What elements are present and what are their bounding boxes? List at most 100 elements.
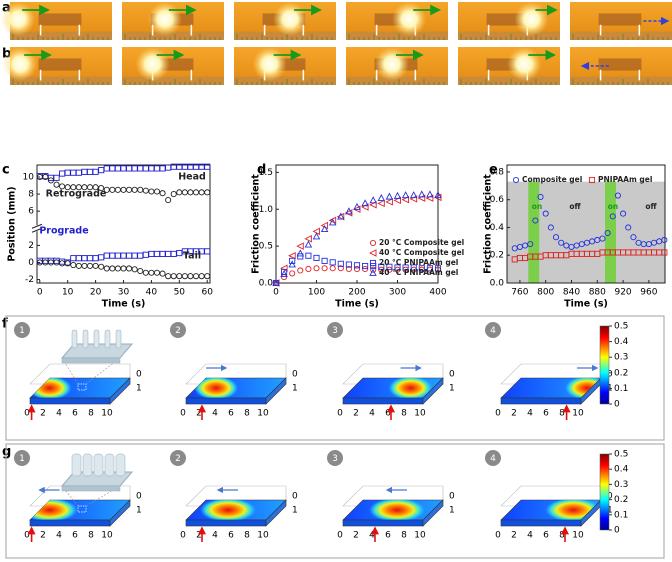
width-tick-label: 0 bbox=[292, 492, 298, 502]
data-point bbox=[42, 173, 49, 181]
x-tick-label: 40 bbox=[146, 288, 158, 298]
inset-pillar bbox=[115, 453, 126, 477]
length-tick-label: 4 bbox=[369, 531, 375, 541]
data-point bbox=[305, 252, 312, 259]
heat-spot bbox=[369, 500, 425, 520]
y-tick-label: -2 bbox=[25, 275, 34, 285]
gel bbox=[38, 13, 82, 26]
data-point bbox=[148, 188, 155, 195]
length-tick-label: 4 bbox=[527, 409, 533, 419]
panel-frame bbox=[5, 443, 665, 559]
data-point bbox=[187, 189, 194, 196]
data-point bbox=[304, 240, 313, 248]
data-point bbox=[98, 167, 105, 174]
data-point bbox=[120, 252, 127, 259]
data-point bbox=[661, 236, 668, 244]
data-point bbox=[92, 255, 99, 262]
legend-label: 20 °C Composite gel bbox=[379, 238, 464, 247]
data-point bbox=[126, 165, 133, 172]
step-number: 3 bbox=[332, 454, 338, 464]
length-tick-label: 6 bbox=[543, 409, 549, 419]
inset-pillar bbox=[104, 453, 115, 477]
data-point bbox=[353, 265, 361, 273]
data-point bbox=[92, 168, 99, 175]
width-tick-label: 0 bbox=[607, 492, 613, 502]
y-tick-label: 1.0 bbox=[259, 205, 274, 215]
data-point bbox=[92, 262, 99, 269]
data-point bbox=[159, 190, 166, 197]
annotation: Prograde bbox=[39, 226, 88, 237]
x-tick-label: 960 bbox=[640, 288, 657, 298]
data-point bbox=[192, 273, 200, 280]
on-interval bbox=[528, 181, 540, 283]
slab-front bbox=[29, 519, 111, 527]
x-tick-label: 840 bbox=[563, 288, 580, 298]
length-tick-label: 6 bbox=[72, 409, 78, 419]
y-tick-label: 2 bbox=[28, 241, 34, 251]
light-spot bbox=[507, 47, 542, 82]
data-point bbox=[362, 262, 369, 270]
data-point bbox=[70, 255, 77, 262]
data-point bbox=[120, 265, 127, 272]
data-point bbox=[426, 190, 434, 198]
x-tick-label: 200 bbox=[348, 288, 365, 298]
data-point bbox=[361, 199, 369, 207]
data-point bbox=[368, 249, 377, 257]
step-badge bbox=[327, 450, 343, 466]
data-point bbox=[402, 264, 409, 271]
width-tick-label: 0 bbox=[136, 370, 142, 380]
data-point bbox=[53, 181, 60, 188]
y-tick-label: 0.4 bbox=[490, 223, 505, 233]
data-point bbox=[153, 165, 161, 172]
y-axis-title: Friction coefficient bbox=[483, 174, 494, 274]
x-tick-label: 100 bbox=[308, 288, 325, 298]
length-tick-label: 6 bbox=[228, 409, 234, 419]
x-axis-title: Time (s) bbox=[102, 299, 146, 310]
width-tick-label: 1 bbox=[136, 384, 142, 394]
x-tick-label: 760 bbox=[511, 288, 528, 298]
colorbar-tick-label: 0.2 bbox=[614, 368, 628, 378]
inset-pillar bbox=[71, 453, 82, 477]
length-tick-label: 10 bbox=[572, 531, 584, 541]
data-point bbox=[369, 201, 377, 209]
step-number: 4 bbox=[490, 454, 496, 464]
panel-frame bbox=[5, 315, 665, 441]
data-point bbox=[131, 252, 138, 259]
data-point bbox=[126, 252, 133, 259]
slab-side bbox=[265, 499, 287, 527]
data-point bbox=[297, 253, 304, 260]
inset-pillar bbox=[93, 453, 104, 477]
data-point bbox=[630, 234, 637, 241]
width-tick-label: 0 bbox=[449, 370, 455, 380]
data-point bbox=[377, 194, 386, 202]
x-tick-label: 920 bbox=[614, 288, 631, 298]
length-tick-label: 2 bbox=[353, 409, 359, 419]
colorbar-tick-label: 0.3 bbox=[614, 480, 628, 490]
width-tick-label: 1 bbox=[449, 384, 455, 394]
y-axis-title: Position (mm) bbox=[7, 186, 18, 261]
step-badge bbox=[14, 450, 30, 466]
colorbar-tick-label: 0 bbox=[614, 526, 620, 536]
data-point bbox=[198, 189, 205, 196]
data-point bbox=[42, 259, 49, 266]
data-point bbox=[313, 254, 320, 261]
length-tick-label: 6 bbox=[385, 531, 391, 541]
data-point bbox=[625, 224, 632, 231]
x-axis-title: Time (s) bbox=[335, 299, 379, 310]
data-point bbox=[281, 268, 288, 275]
length-tick-label: 0 bbox=[180, 409, 186, 419]
slab-front bbox=[342, 519, 424, 527]
data-point bbox=[604, 229, 611, 237]
length-tick-label: 10 bbox=[101, 531, 113, 541]
step-badge bbox=[170, 322, 186, 338]
data-point bbox=[547, 224, 554, 231]
ruler bbox=[122, 31, 224, 40]
data-point bbox=[369, 239, 377, 247]
x-tick-label: 400 bbox=[429, 288, 446, 298]
data-point bbox=[103, 252, 110, 259]
data-point bbox=[165, 273, 172, 280]
data-point bbox=[137, 267, 144, 275]
ruler bbox=[458, 31, 560, 40]
data-point bbox=[148, 250, 155, 257]
